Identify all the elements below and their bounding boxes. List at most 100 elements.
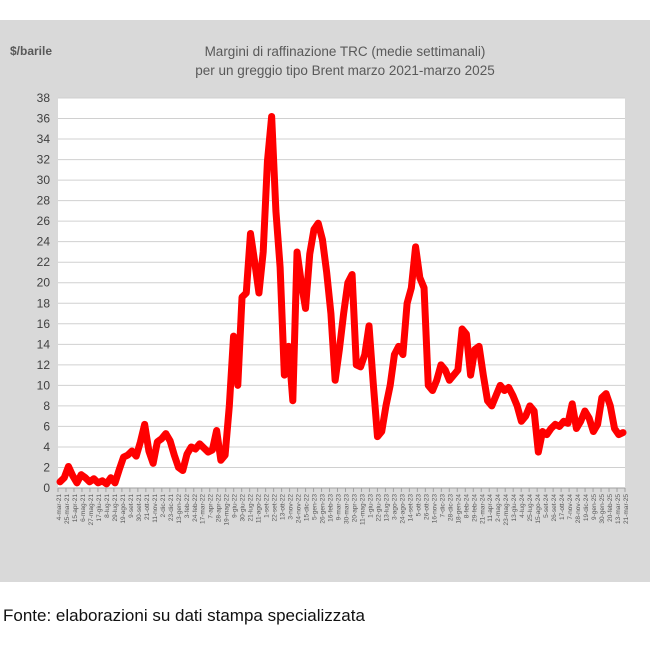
y-tick-label: 24 bbox=[37, 235, 51, 249]
y-tick-label: 28 bbox=[37, 194, 51, 208]
y-tick-label: 0 bbox=[43, 481, 50, 495]
x-tick-label: 21-lug-22 bbox=[248, 494, 255, 522]
x-tick-label: 21-mar-25 bbox=[623, 494, 630, 524]
x-tick-label: 1-set-22 bbox=[264, 494, 271, 518]
y-tick-label: 36 bbox=[37, 112, 51, 126]
x-tick-label: 13-gen-22 bbox=[176, 494, 183, 524]
x-tick-label: 19-ago-21 bbox=[120, 494, 127, 524]
x-tick-label: 29-feb-24 bbox=[471, 494, 478, 522]
x-tick-label: 19-mag-22 bbox=[224, 494, 231, 526]
x-tick-label: 23-mag-24 bbox=[503, 494, 510, 526]
x-tick-label: 9-set-21 bbox=[128, 494, 135, 518]
x-tick-label: 25-lug-24 bbox=[527, 494, 534, 522]
x-tick-label: 5-set-24 bbox=[543, 494, 550, 518]
x-tick-label: 20-feb-25 bbox=[607, 494, 614, 522]
y-tick-label: 38 bbox=[37, 91, 51, 105]
y-tick-label: 4 bbox=[43, 440, 50, 454]
y-tick-label: 20 bbox=[37, 276, 51, 290]
x-tick-label: 11-mag-23 bbox=[359, 494, 366, 525]
x-tick-label: 11-nov-21 bbox=[152, 494, 159, 523]
x-tick-label: 7-dic-23 bbox=[439, 494, 446, 518]
y-tick-label: 30 bbox=[37, 173, 51, 187]
x-tick-label: 2-dic-21 bbox=[160, 494, 167, 518]
x-tick-label: 24-ago-23 bbox=[399, 494, 406, 524]
y-tick-label: 12 bbox=[37, 358, 51, 372]
x-tick-label: 27-mag-21 bbox=[88, 494, 95, 526]
y-tick-label: 26 bbox=[37, 214, 51, 228]
y-tick-label: 2 bbox=[43, 460, 50, 474]
x-tick-label: 15-dic-22 bbox=[304, 494, 311, 521]
x-tick-label: 6-mag-21 bbox=[80, 494, 87, 522]
x-tick-label: 29-lug-21 bbox=[112, 494, 119, 522]
x-tick-label: 17-ott-24 bbox=[559, 494, 566, 520]
x-tick-label: 21-mar-24 bbox=[479, 494, 486, 524]
x-tick-label: 7-apr-22 bbox=[208, 494, 215, 519]
chart-panel: 0 2 4 6 8 10 12 14 16 18 20 22 24 26 28 30 32 34 36 38 4-ma… bbox=[0, 20, 650, 582]
x-tick-label: 5-gen-23 bbox=[312, 494, 319, 520]
y-tick-label: 32 bbox=[37, 153, 51, 167]
x-tick-label: 30-mar-23 bbox=[343, 494, 350, 524]
x-tick-label: 26-ott-23 bbox=[423, 494, 430, 520]
x-tick-label: 4-mar-21 bbox=[56, 494, 63, 521]
x-tick-label: 28-apr-22 bbox=[216, 494, 223, 523]
x-tick-label: 7-nov-24 bbox=[567, 494, 574, 520]
x-tick-label: 13-lug-23 bbox=[383, 494, 390, 522]
x-tick-label: 30-set-21 bbox=[136, 494, 143, 522]
x-tick-label: 3-feb-22 bbox=[184, 494, 191, 519]
x-tick-label: 17-mar-22 bbox=[200, 494, 207, 524]
x-tick-label: 13-ott-22 bbox=[280, 494, 287, 520]
x-tick-label: 13-giu-24 bbox=[511, 494, 518, 522]
x-tick-label: 22-set-22 bbox=[272, 494, 279, 522]
x-tick-label: 30-giu-22 bbox=[240, 494, 247, 522]
series-line bbox=[56, 112, 627, 488]
x-tick-label: 21-ott-21 bbox=[144, 494, 151, 520]
x-tick-label: 8-lug-21 bbox=[104, 494, 111, 518]
x-tick-label: 13-mar-25 bbox=[615, 494, 622, 524]
x-tick-label: 4-lug-24 bbox=[519, 494, 526, 518]
chart-title-line-2: per un greggio tipo Brent marzo 2021-mar… bbox=[195, 63, 495, 78]
y-tick-label: 8 bbox=[43, 399, 50, 413]
x-tick-label: 18-gen-24 bbox=[455, 494, 462, 524]
x-tick-label: 22-giu-23 bbox=[375, 494, 382, 522]
series-line-0 bbox=[56, 112, 627, 488]
x-tick-label: 25-mar-21 bbox=[64, 494, 71, 524]
x-tick-label: 14-set-23 bbox=[407, 494, 414, 522]
x-tick-label: 5-ott-23 bbox=[415, 494, 422, 517]
y-tick-label: 10 bbox=[37, 378, 51, 392]
x-tick-label: 2-mag-24 bbox=[495, 494, 502, 522]
x-tick-label: 28-dic-23 bbox=[447, 494, 454, 521]
x-tick-label: 19-dic-24 bbox=[583, 494, 590, 521]
y-tick-label: 14 bbox=[37, 337, 51, 351]
x-tick-label: 28-nov-24 bbox=[575, 494, 582, 524]
x-tick-label: 16-feb-23 bbox=[328, 494, 335, 522]
x-tick-label: 9-giu-22 bbox=[232, 494, 239, 518]
chart-title: Margini di raffinazione TRC (medie setti… bbox=[110, 42, 580, 80]
x-tick-label: 26-set-24 bbox=[551, 494, 558, 522]
x-tick-label: 1-giu-23 bbox=[367, 494, 374, 518]
x-axis-ticks: 4-mar-21 25-mar-21 15-apr-21 6-mag-21 27-mag… bbox=[56, 487, 630, 526]
y-tick-label: 16 bbox=[37, 317, 51, 331]
x-tick-label: 30-gen-25 bbox=[599, 494, 606, 524]
x-tick-label: 9-mar-23 bbox=[336, 494, 343, 521]
x-tick-label: 17-giu-21 bbox=[96, 494, 103, 522]
x-tick-label: 23-dic-21 bbox=[168, 494, 175, 521]
x-tick-label: 15-apr-21 bbox=[72, 494, 79, 523]
y-tick-label: 6 bbox=[43, 419, 50, 433]
source-note: Fonte: elaborazioni su dati stampa speci… bbox=[3, 606, 365, 625]
x-tick-label: 3-ago-23 bbox=[391, 494, 398, 520]
x-tick-label: 3-nov-22 bbox=[288, 494, 295, 520]
x-tick-label: 20-apr-23 bbox=[351, 494, 358, 523]
chart-title-line-1: Margini di raffinazione TRC (medie setti… bbox=[204, 44, 486, 59]
x-tick-label: 11-ago-22 bbox=[256, 494, 263, 524]
plot-area bbox=[58, 98, 625, 488]
x-tick-label: 26-gen-23 bbox=[320, 494, 327, 524]
y-tick-label: 22 bbox=[37, 255, 51, 269]
y-tick-label: 34 bbox=[37, 132, 51, 146]
y-tick-label: 18 bbox=[37, 296, 51, 310]
x-tick-label: 15-ago-24 bbox=[535, 494, 542, 524]
x-tick-label: 24-nov-22 bbox=[296, 494, 303, 524]
x-tick-label: 24-feb-22 bbox=[192, 494, 199, 522]
x-tick-label: 8-feb-24 bbox=[463, 494, 470, 519]
x-tick-label: 16-nov-23 bbox=[431, 494, 438, 524]
